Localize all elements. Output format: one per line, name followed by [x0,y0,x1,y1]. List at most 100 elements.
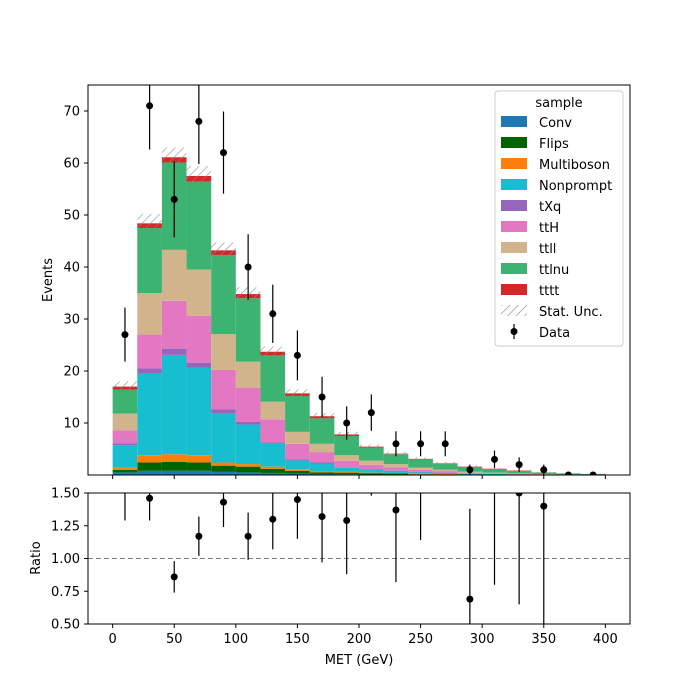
bar-nonprompt-bin-10 [359,470,384,473]
bar-flips-bin-4 [211,465,236,472]
legend-label-ttll: ttll [539,242,556,257]
bar-txq-bin-1 [137,368,162,374]
top-y-tick-label: 70 [63,105,80,120]
bottom-y-tick-label: 0.50 [51,618,80,633]
bar-txq-bin-9 [334,467,359,468]
legend-items: Conv Flips Multiboson Nonprompt tXq ttH ttll tt… [501,116,612,341]
bar-ttll-bin-13 [432,469,458,472]
x-tick-label: 100 [223,632,248,647]
bar-nonprompt-bin-4 [211,413,236,463]
bar-tth-bin-7 [285,443,310,460]
ratio-point-14 [466,595,474,603]
bar-flips-bin-13 [432,474,458,475]
stat-unc-bin-12 [408,457,433,461]
data-point-1 [146,102,154,110]
bar-ttll-bin-2 [161,249,187,301]
data-point-9 [343,419,351,427]
bar-tth-bin-11 [383,467,409,471]
bar-ttlnu-bin-10 [359,447,384,461]
bottom-y-tick-label: 1.25 [51,519,80,534]
x-tick-label: 300 [470,632,495,647]
bar-txq-bin-5 [235,421,261,425]
data-points [121,85,597,475]
data-point-3 [195,117,203,125]
bar-nonprompt-bin-11 [383,470,409,473]
data-point-15 [491,455,498,463]
legend-swatch-conv [501,116,527,127]
legend-label-ttlnu: ttlnu [539,263,569,278]
bar-flips-bin-0 [112,469,138,473]
bar-nonprompt-bin-0 [112,445,138,468]
ratio-points [124,493,548,624]
top-y-tick-label: 60 [63,157,80,172]
bar-flips-bin-3 [186,462,212,471]
bar-tth-bin-2 [161,300,187,349]
bar-conv-bin-6 [260,472,286,475]
legend-swatch-multiboson [501,158,527,169]
legend-label-tth: ttH [539,221,559,236]
bar-ttlnu-bin-16 [506,470,532,474]
data-point-6 [269,310,277,318]
bar-flips-bin-1 [137,462,162,471]
legend: sample Conv Flips Multiboson Nonprompt tXq tt… [494,90,624,347]
legend-label-multiboson: Multiboson [539,158,610,173]
bar-flips-bin-12 [408,474,433,475]
bar-txq-bin-4 [211,409,236,414]
bar-ttll-bin-7 [285,431,310,444]
legend-swatch-flips [501,137,527,148]
stat-unc-bin-7 [285,389,310,398]
bar-ttlnu-bin-4 [211,255,236,335]
bar-multiboson-bin-3 [186,455,212,463]
bar-txq-bin-11 [383,470,409,471]
bar-multiboson-bin-5 [235,464,261,467]
top-x-ticks [112,475,606,479]
bottom-y-axis-label: Ratio [29,541,44,574]
legend-frame [494,90,624,347]
bar-flips-bin-5 [235,466,261,473]
top-plot: 10 20 30 40 50 60 70 Events [41,84,631,479]
bar-ttll-bin-10 [359,460,384,465]
bar-txq-bin-10 [359,469,384,471]
x-tick-label: 400 [593,632,618,647]
bar-multiboson-bin-10 [359,472,384,474]
bar-ttll-bin-4 [211,334,236,370]
data-point-10 [367,409,375,417]
bottom-y-tick-label: 0.75 [51,585,80,600]
ratio-point-3 [195,532,203,540]
bar-ttll-bin-9 [334,455,359,461]
stat-unc-bin-4 [211,242,236,259]
bar-tth-bin-16 [506,473,532,475]
data-point-17 [540,466,548,474]
bar-ttlnu-bin-5 [235,298,261,362]
stat-unc-bin-2 [161,147,187,168]
legend-label-txq: tXq [539,200,561,215]
data-point-5 [244,263,252,271]
x-tick-label: 200 [347,632,372,647]
bar-nonprompt-bin-15 [482,473,507,475]
bar-multiboson-bin-4 [211,462,236,466]
x-tick-label: 250 [408,632,433,647]
legend-swatch-ttll [501,242,527,253]
top-y-tick-label: 40 [63,261,80,276]
bar-tth-bin-15 [482,473,507,474]
bar-txq-bin-8 [309,462,335,464]
legend-swatch-ttlnu [501,263,527,274]
stat-unc-bin-10 [359,444,384,449]
bar-tth-bin-6 [260,419,286,443]
bar-flips-bin-2 [161,462,187,471]
legend-swatch-stat-unc [501,305,527,316]
bar-tth-bin-4 [211,369,236,410]
legend-swatch-tth [501,221,527,232]
bottom-y-ticks: 0.50 0.75 1.00 1.25 1.50 [51,487,88,633]
bar-tth-bin-1 [137,334,162,369]
bar-conv-bin-4 [211,471,236,475]
data-point-16 [515,461,523,469]
bar-conv-bin-2 [161,470,187,475]
bar-multiboson-bin-12 [408,473,433,475]
legend-label-nonprompt: Nonprompt [539,179,612,194]
bar-nonprompt-bin-8 [309,463,335,472]
top-y-ticks: 10 20 30 40 50 60 70 [63,105,88,432]
bar-flips-bin-7 [285,470,310,474]
bottom-y-tick-label: 1.00 [51,552,80,567]
bar-conv-bin-1 [137,470,162,475]
